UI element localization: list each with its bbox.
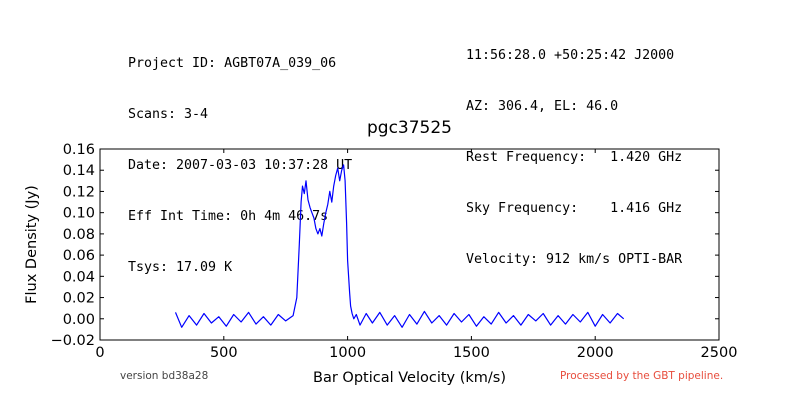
y-tick-label: 0.14 <box>63 163 95 179</box>
scans-text: Scans: 3-4 <box>128 107 209 122</box>
eff-int-time-text: Eff Int Time: 0h 4m 46.7s <box>128 209 329 224</box>
x-axis-label: Bar Optical Velocity (km/s) <box>313 370 506 386</box>
pipeline-note: Processed by the GBT pipeline. <box>560 370 724 382</box>
sky-frequency-text: Sky Frequency: 1.416 GHz <box>466 201 683 216</box>
y-tick-label: 0.10 <box>63 206 95 222</box>
axis-ticks: 0 500 1000 1500 2000 2500 −0.02 0.00 0.02 0.04 0.0… <box>51 142 738 361</box>
y-tick-label: −0.02 <box>51 333 95 349</box>
y-tick-label: 0.08 <box>63 227 95 243</box>
project-id-text: Project ID: AGBT07A_039_06 <box>128 56 337 71</box>
x-tick-label: 1000 <box>329 345 366 361</box>
series-layer <box>174 164 625 328</box>
x-tick-label: 0 <box>95 345 104 361</box>
y-axis-label: Flux Density (Jy) <box>24 185 40 304</box>
az-el-text: AZ: 306.4, EL: 46.0 <box>466 99 619 114</box>
x-tick-label: 2500 <box>701 345 738 361</box>
header-left-block: Project ID: AGBT07A_039_06 Scans: 3-4 Da… <box>128 21 352 293</box>
chart-title: pgc37525 <box>367 118 452 138</box>
y-tick-label: 0.16 <box>63 142 95 158</box>
rest-frequency-text: Rest Frequency: 1.420 GHz <box>466 150 683 165</box>
plot-frame <box>99 148 720 341</box>
y-tick-label: 0.02 <box>63 291 95 307</box>
velocity-text: Velocity: 912 km/s OPTI-BAR <box>466 252 683 267</box>
y-tick-label: 0.04 <box>63 269 95 285</box>
version-note: version bd38a28 <box>120 370 209 382</box>
x-tick-label: 500 <box>210 345 238 361</box>
y-tick-label: 0.06 <box>63 248 95 264</box>
y-tick-label: 0.00 <box>63 312 95 328</box>
header-right-block: 11:56:28.0 +50:25:42 J2000 AZ: 306.4, EL… <box>466 13 682 285</box>
x-tick-label: 1500 <box>453 345 490 361</box>
spectrum-line <box>174 164 625 328</box>
x-tick-label: 2000 <box>577 345 614 361</box>
tsys-text: Tsys: 17.09 K <box>128 260 233 275</box>
coordinates-text: 11:56:28.0 +50:25:42 J2000 <box>466 48 675 63</box>
y-tick-label: 0.12 <box>63 184 95 200</box>
